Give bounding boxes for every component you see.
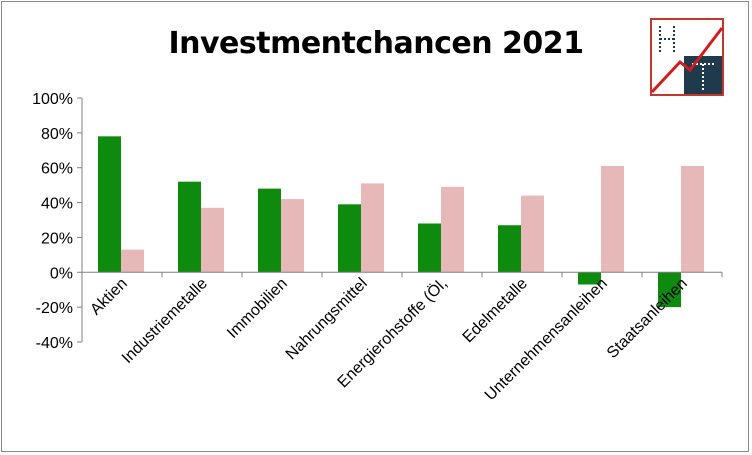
x-tick-label: Aktien: [87, 275, 130, 318]
bar-series-2: [121, 249, 144, 273]
bar-series-2: [281, 199, 304, 273]
bar-series-1: [418, 223, 441, 273]
bar-series-1: [338, 204, 361, 273]
y-tick-label: -40%: [36, 335, 73, 352]
y-tick-label: 20%: [41, 230, 73, 247]
y-tick-label: 100%: [32, 91, 73, 108]
bar-series-1: [658, 272, 681, 308]
bar-series-2: [521, 195, 544, 273]
x-tick-label: Industriemetalle: [119, 275, 211, 367]
y-tick-label: 60%: [41, 161, 73, 178]
x-tick-label: Edelmetalle: [460, 275, 531, 346]
y-tick-label: -20%: [36, 300, 73, 317]
bar-series-1: [258, 188, 281, 273]
bar-series-1: [178, 181, 201, 273]
x-tick-label: Nahrungsmittel: [283, 275, 371, 363]
x-tick-label: Immobilien: [224, 275, 291, 342]
brand-logo: [650, 18, 724, 96]
bar-series-1: [578, 272, 601, 285]
x-tick-label: Staatsanleihen: [604, 275, 691, 362]
bar-series-1: [98, 136, 121, 273]
bar-series-2: [681, 165, 704, 273]
y-tick-label: 0%: [50, 265, 73, 282]
bar-series-1: [498, 225, 521, 273]
bar-series-2: [441, 186, 464, 273]
y-tick-label: 80%: [41, 126, 73, 143]
bar-series-2: [361, 183, 384, 273]
bar-series-2: [201, 207, 224, 273]
bar-series-2: [601, 165, 624, 273]
y-tick-label: 40%: [41, 196, 73, 213]
chart-title: Investmentchancen 2021: [168, 26, 584, 61]
